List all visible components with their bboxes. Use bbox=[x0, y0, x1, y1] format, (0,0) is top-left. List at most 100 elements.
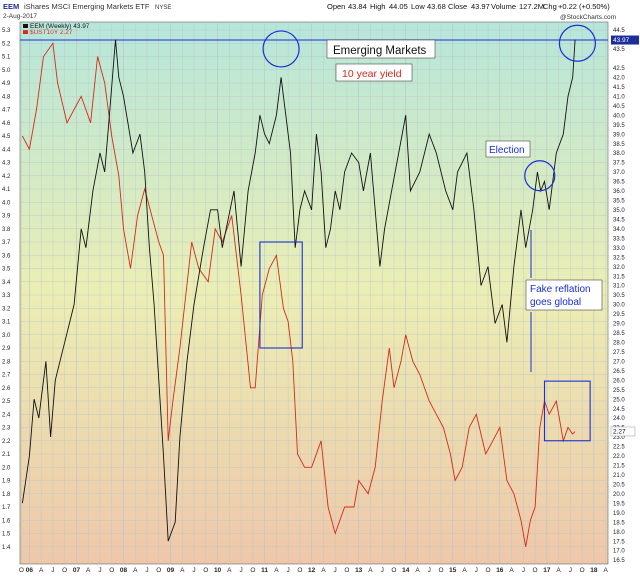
right-tick-label: 37.0 bbox=[613, 170, 625, 176]
right-tick-label: 36.0 bbox=[613, 189, 625, 195]
right-tick-label: 42.0 bbox=[613, 76, 625, 82]
x-tick-label: 08 bbox=[120, 567, 128, 574]
x-tick-label: A bbox=[368, 567, 373, 574]
x-tick-label: A bbox=[415, 567, 420, 574]
right-tick-label: 32.0 bbox=[613, 265, 625, 271]
exchange: NYSE bbox=[155, 5, 171, 11]
x-tick-label: A bbox=[462, 567, 467, 574]
left-tick-label: 2.5 bbox=[2, 399, 11, 405]
left-tick-label: 4.5 bbox=[2, 134, 11, 140]
left-axis: 5.3 5.2 5.1 5.0 4.9 4.8 4.7 4.6 4.5 4.4 4.3 4.2 4.1 4… bbox=[2, 28, 11, 551]
x-tick-label: O bbox=[438, 567, 443, 574]
low-value: 43.68 bbox=[427, 2, 446, 11]
left-tick-label: 1.5 bbox=[2, 532, 11, 538]
x-tick-label: 14 bbox=[402, 567, 410, 574]
reflation-box bbox=[525, 279, 603, 311]
right-tick-label: 34.5 bbox=[613, 217, 625, 223]
right-tick-label: 39.0 bbox=[613, 132, 625, 138]
ust-value-tag-text: 2.27 bbox=[613, 429, 626, 436]
x-tick-label: O bbox=[391, 567, 396, 574]
left-tick-label: 4.8 bbox=[2, 94, 11, 100]
right-axis: 44.5 43.5 42.5 42.0 41.5 41.0 40.5 40.0 39.5 39.0… bbox=[613, 28, 625, 564]
right-tick-label: 32.5 bbox=[613, 255, 625, 261]
right-tick-label: 23.0 bbox=[613, 435, 625, 441]
x-tick-label: O bbox=[250, 567, 255, 574]
annotations bbox=[259, 24, 597, 442]
right-tick-label: 40.5 bbox=[613, 104, 625, 110]
left-tick-label: 2.3 bbox=[2, 426, 11, 432]
right-tick-label: 37.5 bbox=[613, 161, 625, 167]
x-tick-label: A bbox=[227, 567, 232, 574]
x-tick-label: O bbox=[580, 567, 585, 574]
x-tick-label: J bbox=[192, 567, 195, 574]
yield-box bbox=[335, 63, 413, 82]
right-tick-label: 20.5 bbox=[613, 482, 625, 488]
ust-value-tag bbox=[610, 426, 636, 437]
left-tick-label: 3.2 bbox=[2, 306, 11, 312]
right-tick-label: 27.0 bbox=[613, 359, 625, 365]
right-tick-label: 19.5 bbox=[613, 501, 625, 507]
right-tick-label: 38.5 bbox=[613, 142, 625, 148]
x-tick-label: 10 bbox=[214, 567, 222, 574]
x-tick-label: O bbox=[109, 567, 114, 574]
x-tick-label: 07 bbox=[73, 567, 81, 574]
right-tick-label: 22.0 bbox=[613, 454, 625, 460]
x-tick-label: J bbox=[334, 567, 337, 574]
annotation-circle bbox=[262, 30, 300, 68]
left-tick-label: 3.1 bbox=[2, 320, 11, 326]
left-tick-label: 1.9 bbox=[2, 479, 11, 485]
annotation-yield: 10 year yield bbox=[342, 68, 402, 80]
x-tick-label: 15 bbox=[449, 567, 457, 574]
x-tick-label: 18 bbox=[590, 567, 598, 574]
right-tick-label: 24.5 bbox=[613, 407, 625, 413]
left-tick-label: 1.4 bbox=[2, 545, 11, 551]
right-tick-label: 38.0 bbox=[613, 151, 625, 157]
x-tick-label: 06 bbox=[26, 567, 34, 574]
x-tick-label: O bbox=[533, 567, 538, 574]
right-tick-label: 16.5 bbox=[613, 558, 625, 564]
right-tick-label: 33.0 bbox=[613, 246, 625, 252]
left-tick-label: 2.8 bbox=[2, 359, 11, 365]
grid bbox=[20, 22, 608, 564]
right-tick-label: 24.0 bbox=[613, 416, 625, 422]
series-line-eem bbox=[21, 39, 576, 542]
x-tick-label: A bbox=[556, 567, 561, 574]
x-tick-label: 16 bbox=[496, 567, 504, 574]
x-tick-label: J bbox=[475, 567, 478, 574]
legend-eem-swatch bbox=[23, 24, 28, 28]
volume-label: Volume bbox=[491, 2, 516, 11]
left-tick-label: 4.3 bbox=[2, 161, 11, 167]
chg-value: +0.22 (+0.50%) bbox=[558, 2, 610, 11]
election-box bbox=[485, 140, 531, 158]
left-tick-label: 2.4 bbox=[2, 412, 11, 418]
annotation-box bbox=[543, 380, 591, 442]
right-tick-label: 30.5 bbox=[613, 293, 625, 299]
right-tick-label: 19.0 bbox=[613, 511, 625, 517]
right-tick-label: 25.0 bbox=[613, 397, 625, 403]
left-tick-label: 3.6 bbox=[2, 253, 11, 259]
x-tick-label: J bbox=[287, 567, 290, 574]
left-tick-label: 2.9 bbox=[2, 346, 11, 352]
x-tick-label: A bbox=[86, 567, 91, 574]
right-tick-label: 31.5 bbox=[613, 274, 625, 280]
x-tick-label: J bbox=[428, 567, 431, 574]
left-tick-label: 3.4 bbox=[2, 280, 11, 286]
x-tick-label: A bbox=[274, 567, 279, 574]
left-tick-label: 4.7 bbox=[2, 108, 11, 114]
right-tick-label: 35.5 bbox=[613, 199, 625, 205]
right-tick-label: 22.5 bbox=[613, 445, 625, 451]
x-tick-label: A bbox=[180, 567, 185, 574]
legend-eem: EEM (Weekly) 43.97 bbox=[30, 23, 90, 30]
right-tick-label: 21.5 bbox=[613, 464, 625, 470]
annotation-circle bbox=[558, 24, 597, 62]
left-tick-label: 2.1 bbox=[2, 452, 11, 458]
x-tick-label: J bbox=[381, 567, 384, 574]
x-tick-label: O bbox=[156, 567, 161, 574]
x-tick-label: O bbox=[297, 567, 302, 574]
chart-header: EEM iShares MSCI Emerging Markets ETF NY… bbox=[3, 2, 616, 21]
right-tick-label: 31.0 bbox=[613, 284, 625, 290]
eem-value-tag bbox=[611, 35, 639, 45]
right-tick-label: 20.0 bbox=[613, 492, 625, 498]
plot-area bbox=[19, 21, 609, 565]
